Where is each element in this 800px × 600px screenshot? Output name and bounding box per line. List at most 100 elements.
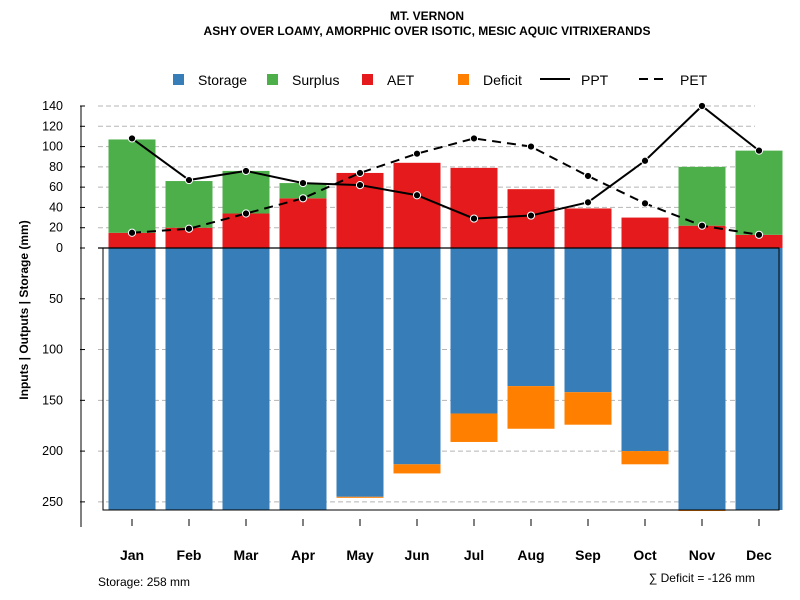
legend-swatch (267, 74, 278, 85)
pet-point (697, 221, 707, 230)
surplus-bar (678, 166, 726, 226)
y-tick-label: 120 (42, 119, 63, 133)
ppt-point (526, 211, 536, 220)
ppt-point (640, 156, 650, 165)
deficit-bar (336, 496, 384, 498)
aet-bar (450, 167, 498, 248)
x-tick-label: Jul (464, 547, 484, 563)
ppt-point (469, 214, 479, 223)
y-tick-label: 140 (42, 99, 63, 113)
surplus-bar (222, 170, 270, 214)
pet-point (640, 199, 650, 208)
aet-bar (279, 198, 327, 248)
legend-label: Deficit (483, 72, 522, 88)
aet-bar (165, 227, 213, 248)
legend-swatch (362, 74, 373, 85)
x-tick-label: Dec (746, 547, 772, 563)
ppt-point (127, 134, 137, 143)
bars (98, 139, 783, 512)
x-tick-label: Jun (405, 547, 430, 563)
axes: 0 20 40 60 80 100 120 140 50 100 150 200 250 Jan Feb Ma… (42, 99, 772, 563)
lines (127, 101, 764, 239)
storage-bar (735, 248, 783, 510)
storage-bar (678, 248, 726, 510)
ppt-point (184, 175, 194, 185)
pet-point (184, 224, 194, 233)
surplus-bar (279, 183, 327, 199)
storage-bar (108, 248, 156, 510)
pet-point (298, 194, 308, 203)
legend-label: Storage (198, 72, 247, 88)
pet-point (469, 134, 479, 143)
x-tick-label: Apr (291, 547, 316, 563)
ppt-point (241, 166, 251, 176)
y-tick-label: 60 (49, 180, 63, 194)
pet-point (355, 168, 365, 178)
deficit-bar (507, 386, 555, 429)
aet-bar (108, 232, 156, 248)
aet-bar (735, 234, 783, 248)
ppt-point (697, 101, 707, 111)
deficit-bar (621, 451, 669, 465)
pet-point (241, 209, 251, 218)
x-tick-label: Nov (689, 547, 716, 563)
ppt-point (754, 146, 764, 155)
x-tick-label: Feb (177, 547, 202, 563)
ppt-line (131, 104, 760, 220)
storage-footnote: Storage: 258 mm (98, 575, 190, 589)
aet-bar (222, 213, 270, 248)
y-tick-label: 20 (49, 221, 63, 235)
deficit-bar (393, 464, 441, 474)
pet-point (127, 228, 137, 237)
legend-swatch (458, 74, 469, 85)
ppt-point (355, 181, 365, 190)
legend: Storage Surplus AET Deficit PPT PET (173, 72, 708, 88)
aet-bar (678, 225, 726, 248)
x-tick-label: Mar (234, 547, 259, 563)
surplus-bar (165, 181, 213, 228)
storage-bar (222, 248, 270, 510)
legend-label: PPT (581, 72, 609, 88)
ppt-point (412, 191, 422, 200)
x-tick-label: Aug (517, 547, 544, 563)
ppt-point (298, 178, 308, 188)
x-tick-label: Sep (575, 547, 601, 563)
aet-bar (393, 162, 441, 248)
storage-bar (393, 248, 441, 465)
x-tick-label: Jan (120, 547, 144, 563)
y-tick-label: 100 (42, 140, 63, 154)
x-tick-label: May (346, 547, 373, 563)
storage-bar (507, 248, 555, 387)
y-tick-label: 150 (42, 393, 63, 407)
deficit-bar (564, 392, 612, 425)
pet-point (754, 230, 764, 239)
legend-swatch (173, 74, 184, 85)
deficit-footnote: ∑ Deficit = -126 mm (649, 571, 755, 585)
pet-point (583, 171, 593, 181)
surplus-bar (108, 139, 156, 233)
y-tick-label: 50 (49, 292, 63, 306)
y-tick-label: 80 (49, 160, 63, 174)
deficit-bar (450, 413, 498, 442)
y-axis-label: Inputs | Outputs | Storage (mm) (17, 220, 31, 399)
ppt-point (583, 198, 593, 207)
x-tick-label: Oct (633, 547, 657, 563)
surplus-bar (735, 150, 783, 235)
pet-line (131, 137, 760, 236)
storage-bar (336, 248, 384, 497)
y-tick-label: 100 (42, 343, 63, 357)
storage-bar (450, 248, 498, 414)
chart-title: MT. VERNON (390, 9, 464, 23)
pet-point (412, 149, 422, 158)
aet-bar (621, 217, 669, 248)
chart-subtitle: ASHY OVER LOAMY, AMORPHIC OVER ISOTIC, M… (204, 24, 651, 38)
storage-bar (279, 248, 327, 510)
y-tick-label: 0 (56, 241, 63, 255)
deficit-bar (678, 510, 726, 512)
storage-bar (564, 248, 612, 393)
y-tick-label: 40 (49, 200, 63, 214)
pet-point (526, 142, 536, 151)
legend-label: AET (387, 72, 415, 88)
aet-bar (564, 208, 612, 248)
